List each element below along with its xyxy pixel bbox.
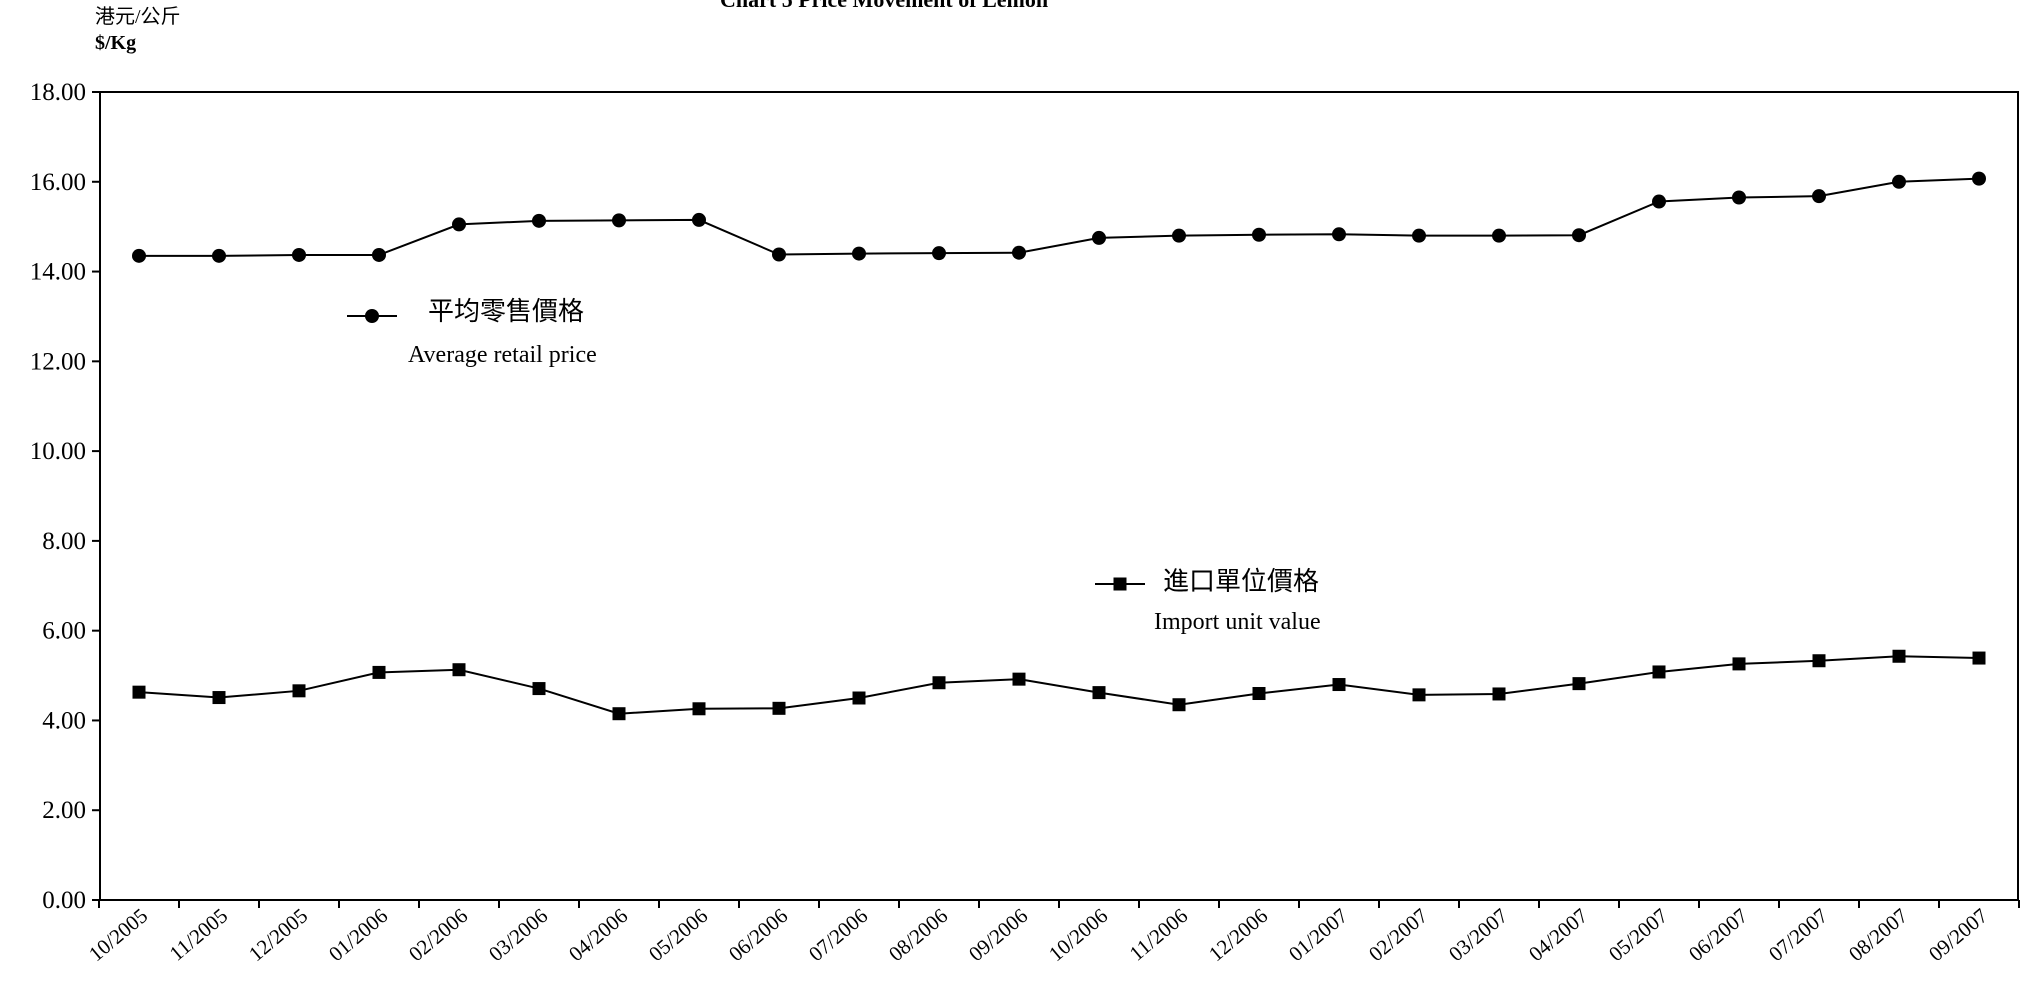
data-point bbox=[132, 685, 146, 699]
x-tick-label: 06/2006 bbox=[724, 903, 792, 966]
legend-label-import-zh: 進口單位價格 bbox=[1163, 567, 1320, 596]
data-point bbox=[452, 663, 466, 677]
data-point bbox=[212, 248, 226, 263]
data-point bbox=[452, 217, 466, 232]
data-point bbox=[1412, 688, 1426, 702]
x-tick-label: 12/2005 bbox=[244, 903, 312, 966]
legend-label-retail: Average retail price bbox=[408, 342, 597, 368]
legend-label-retail-zh: 平均零售價格 bbox=[428, 297, 585, 326]
data-point bbox=[1252, 227, 1266, 242]
y-tick-label: 4.00 bbox=[42, 707, 86, 734]
x-tick-label: 07/2006 bbox=[804, 903, 872, 966]
data-point bbox=[1572, 677, 1586, 691]
y-tick-label: 8.00 bbox=[42, 528, 86, 555]
data-point bbox=[212, 691, 226, 705]
y-tick-label: 2.00 bbox=[42, 797, 86, 824]
data-point bbox=[1412, 228, 1426, 243]
x-tick-label: 01/2006 bbox=[324, 903, 392, 966]
data-point bbox=[1492, 228, 1506, 243]
y-tick-label: 10.00 bbox=[30, 438, 86, 465]
legend-label-import: Import unit value bbox=[1154, 609, 1321, 635]
data-point bbox=[612, 707, 626, 721]
y-tick-label: 12.00 bbox=[30, 348, 86, 375]
x-tick-label: 09/2006 bbox=[964, 903, 1032, 966]
data-point bbox=[692, 702, 706, 716]
data-point bbox=[292, 247, 306, 262]
data-point bbox=[1092, 686, 1106, 700]
x-tick-label: 08/2007 bbox=[1844, 903, 1912, 966]
data-point bbox=[1572, 228, 1586, 243]
data-point bbox=[1732, 657, 1746, 671]
data-point bbox=[852, 246, 866, 261]
data-point bbox=[532, 682, 546, 696]
data-point bbox=[372, 247, 386, 262]
data-point bbox=[1652, 194, 1666, 209]
x-tick-label: 11/2005 bbox=[165, 903, 233, 965]
data-point bbox=[292, 684, 306, 698]
data-point bbox=[1172, 698, 1186, 712]
x-tick-label: 07/2007 bbox=[1764, 903, 1832, 966]
legend-marker-import bbox=[1113, 577, 1127, 591]
x-tick-label: 04/2007 bbox=[1524, 903, 1592, 966]
x-tick-label: 09/2007 bbox=[1924, 903, 1992, 966]
chart-title: Chart 5 Price Movement of Lemon bbox=[720, 0, 1048, 13]
y-tick-label: 16.00 bbox=[30, 169, 86, 196]
data-point bbox=[1812, 654, 1826, 668]
x-tick-label: 04/2006 bbox=[564, 903, 632, 966]
y-tick-label: 0.00 bbox=[42, 887, 86, 914]
data-point bbox=[1012, 245, 1026, 260]
data-point bbox=[852, 691, 866, 705]
x-tick-label: 02/2007 bbox=[1364, 903, 1432, 966]
y-unit-label-zh: 港元/公斤 bbox=[95, 6, 181, 28]
data-point bbox=[1332, 678, 1346, 692]
data-point bbox=[1892, 649, 1906, 663]
data-point bbox=[532, 213, 546, 228]
data-point bbox=[932, 246, 946, 261]
data-point bbox=[1332, 227, 1346, 242]
x-tick-label: 05/2006 bbox=[644, 903, 712, 966]
series-line-0 bbox=[139, 177, 1980, 257]
data-point bbox=[612, 213, 626, 228]
data-point bbox=[772, 701, 786, 715]
x-tick-label: 05/2007 bbox=[1604, 903, 1672, 966]
y-tick-label: 14.00 bbox=[30, 259, 86, 286]
y-tick-label: 6.00 bbox=[42, 618, 86, 645]
data-point bbox=[1492, 687, 1506, 701]
series-line-1 bbox=[138, 655, 1980, 715]
x-tick-label: 02/2006 bbox=[404, 903, 472, 966]
x-tick-label: 08/2006 bbox=[884, 903, 952, 966]
data-point bbox=[372, 665, 386, 679]
x-tick-label: 10/2005 bbox=[84, 903, 152, 966]
data-point bbox=[132, 248, 146, 263]
data-point bbox=[692, 212, 706, 227]
x-tick-label: 12/2006 bbox=[1204, 903, 1272, 966]
x-tick-label: 06/2007 bbox=[1684, 903, 1752, 966]
x-tick-label: 03/2006 bbox=[484, 903, 552, 966]
data-point bbox=[1092, 230, 1106, 245]
data-point bbox=[1172, 228, 1186, 243]
legend-marker-retail bbox=[365, 309, 379, 323]
plot-frame bbox=[99, 91, 2019, 901]
data-point bbox=[772, 247, 786, 262]
data-point bbox=[932, 676, 946, 690]
data-point bbox=[1012, 672, 1026, 686]
data-point bbox=[1972, 171, 1986, 186]
x-tick-label: 11/2006 bbox=[1125, 903, 1193, 965]
x-tick-label: 03/2007 bbox=[1444, 903, 1512, 966]
data-point bbox=[1972, 651, 1986, 665]
y-tick-label: 18.00 bbox=[30, 79, 86, 106]
y-unit-label: $/Kg bbox=[95, 32, 137, 54]
data-point bbox=[1812, 189, 1826, 204]
x-tick-label: 01/2007 bbox=[1284, 903, 1352, 966]
data-point bbox=[1732, 190, 1746, 205]
x-tick-label: 10/2006 bbox=[1044, 903, 1112, 966]
data-point bbox=[1652, 665, 1666, 679]
data-point bbox=[1892, 174, 1906, 189]
data-point bbox=[1252, 687, 1266, 701]
